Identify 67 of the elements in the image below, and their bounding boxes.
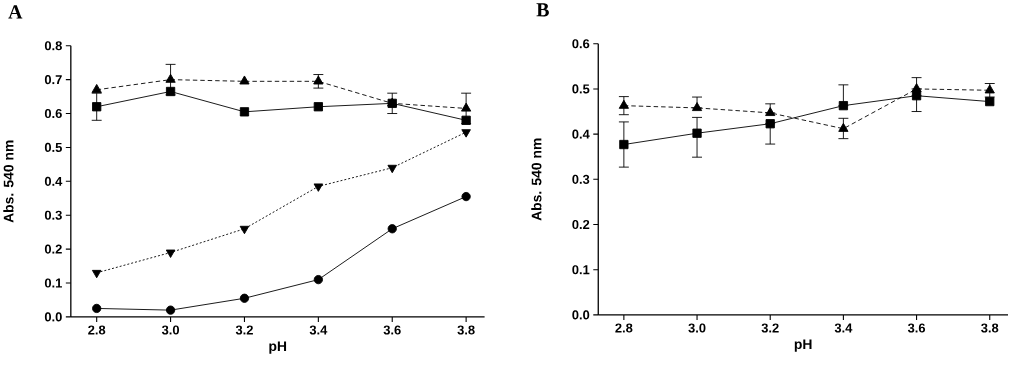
y-tick-label: 0.0 — [44, 312, 62, 322]
point — [691, 102, 703, 112]
chart-title: B — [536, 3, 549, 17]
x-axis-title: pH — [794, 339, 812, 352]
point — [985, 97, 995, 107]
x-tick-label: 3.6 — [907, 323, 926, 333]
y-tick-label: 0.8 — [44, 41, 62, 51]
point — [239, 293, 250, 304]
point — [92, 303, 102, 314]
y-axis-title: Abs. 540 nm — [3, 140, 14, 223]
y-tick-label: 0.3 — [44, 210, 62, 220]
point — [165, 87, 176, 97]
chart-title: A — [8, 5, 23, 19]
point — [692, 128, 702, 138]
point — [313, 75, 324, 85]
point — [461, 115, 471, 126]
point — [461, 192, 471, 202]
y-axis-title: Abs. 540 nm — [531, 138, 542, 221]
y-tick-label: 0.6 — [44, 109, 62, 119]
x-tick-label: 3.2 — [761, 323, 779, 333]
x-tick-label: 3.0 — [161, 325, 180, 335]
point — [165, 305, 176, 315]
point — [165, 73, 176, 83]
point — [619, 140, 629, 150]
point — [838, 123, 849, 132]
point — [461, 102, 472, 112]
y-tick-label: 0.0 — [572, 310, 590, 320]
point — [387, 224, 397, 234]
x-tick-label: 3.8 — [457, 325, 475, 335]
point — [239, 226, 250, 235]
point — [165, 249, 176, 259]
x-tick-label: 2.8 — [88, 325, 106, 335]
x-tick-label: 3.4 — [309, 325, 328, 335]
y-tick-label: 0.5 — [44, 143, 62, 153]
y-tick-label: 0.2 — [572, 220, 590, 230]
point — [911, 91, 922, 101]
y-tick-label: 0.4 — [44, 176, 63, 187]
point — [984, 84, 995, 94]
x-tick-label: 3.0 — [688, 323, 706, 333]
y-tick-label: 0.3 — [572, 174, 590, 185]
x-tick-label: 2.8 — [615, 323, 633, 333]
y-tick-label: 0.6 — [572, 39, 590, 49]
y-tick-label: 0.7 — [44, 75, 62, 85]
point — [461, 129, 471, 138]
point — [387, 164, 397, 174]
point — [765, 107, 776, 117]
x-tick-label: 3.2 — [235, 325, 253, 335]
x-tick-label: 3.4 — [834, 323, 853, 333]
point — [239, 107, 250, 117]
point — [91, 270, 102, 279]
point — [313, 102, 323, 112]
point — [313, 275, 323, 285]
point — [313, 183, 324, 192]
y-tick-label: 0.4 — [572, 129, 590, 139]
y-tick-label: 0.2 — [44, 244, 62, 254]
point — [838, 101, 849, 111]
y-tick-label: 0.5 — [572, 84, 590, 94]
y-tick-label: 0.1 — [572, 265, 590, 275]
point — [765, 119, 775, 129]
y-tick-label: 0.1 — [44, 278, 62, 288]
x-tick-label: 3.8 — [981, 323, 999, 333]
x-axis-title: pH — [269, 341, 287, 354]
point — [91, 84, 102, 94]
x-tick-label: 3.6 — [383, 325, 401, 335]
point — [911, 83, 922, 93]
point — [239, 75, 250, 85]
point — [92, 102, 102, 112]
